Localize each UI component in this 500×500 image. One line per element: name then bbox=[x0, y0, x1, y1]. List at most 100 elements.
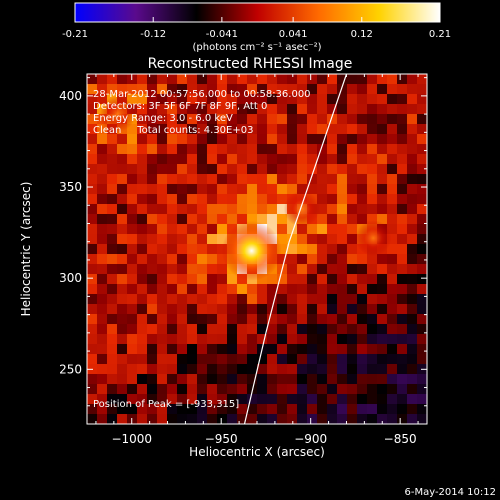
heatmap-cell bbox=[117, 354, 128, 365]
heatmap-cell bbox=[337, 324, 348, 335]
heatmap-cell bbox=[337, 354, 348, 365]
heatmap-cell bbox=[157, 84, 168, 95]
heatmap-cell bbox=[117, 164, 128, 175]
heatmap-cell bbox=[217, 344, 228, 355]
heatmap-cell bbox=[247, 294, 258, 305]
heatmap-cell bbox=[297, 224, 308, 235]
heatmap-cell bbox=[387, 264, 398, 275]
heatmap-cell bbox=[327, 214, 338, 225]
heatmap-cell bbox=[327, 264, 338, 275]
heatmap-cell bbox=[277, 114, 288, 125]
heatmap-cell bbox=[237, 394, 248, 405]
heatmap-cell bbox=[417, 284, 427, 295]
heatmap-cell bbox=[307, 134, 318, 145]
heatmap-cell bbox=[307, 294, 318, 305]
heatmap-cell bbox=[187, 214, 198, 225]
heatmap-cell bbox=[407, 414, 418, 424]
heatmap-cell bbox=[367, 324, 378, 335]
heatmap-cell bbox=[347, 134, 358, 145]
heatmap-cell bbox=[177, 224, 188, 235]
heatmap-cell bbox=[257, 74, 268, 85]
heatmap-cell bbox=[127, 364, 138, 375]
heatmap-cell bbox=[147, 84, 158, 95]
heatmap-cell bbox=[107, 264, 118, 275]
heatmap-cell bbox=[387, 394, 398, 405]
heatmap-cell bbox=[347, 94, 358, 105]
heatmap-cell bbox=[167, 224, 178, 235]
heatmap-cell bbox=[287, 284, 298, 295]
heatmap-cell bbox=[327, 344, 338, 355]
heatmap-cell bbox=[177, 334, 188, 345]
heatmap-cell bbox=[237, 144, 248, 155]
heatmap-cell bbox=[297, 134, 308, 145]
heatmap-cell bbox=[287, 354, 298, 365]
heatmap-cell bbox=[407, 244, 418, 255]
heatmap-cell bbox=[197, 134, 208, 145]
heatmap-cell bbox=[237, 134, 248, 145]
heatmap-cell bbox=[207, 354, 218, 365]
heatmap-cell bbox=[197, 74, 208, 85]
heatmap-cell bbox=[407, 84, 418, 95]
heatmap-cell bbox=[397, 264, 408, 275]
heatmap-cell bbox=[307, 154, 318, 165]
heatmap-cell bbox=[397, 334, 408, 345]
heatmap-cell bbox=[387, 244, 398, 255]
heatmap-cell bbox=[217, 214, 228, 225]
heatmap-cell bbox=[227, 294, 238, 305]
heatmap-cell bbox=[207, 304, 218, 315]
heatmap-cell bbox=[287, 134, 298, 145]
heatmap-cell bbox=[197, 304, 208, 315]
heatmap-cell bbox=[87, 404, 98, 415]
heatmap-cell bbox=[157, 174, 168, 185]
heatmap-cell bbox=[277, 144, 288, 155]
heatmap-cell bbox=[257, 324, 268, 335]
heatmap-cell bbox=[367, 194, 378, 205]
heatmap-cell bbox=[197, 264, 208, 275]
heatmap-cell bbox=[97, 324, 108, 335]
heatmap-cell bbox=[307, 414, 318, 424]
heatmap-cell bbox=[247, 354, 258, 365]
heatmap-cell bbox=[417, 74, 427, 85]
heatmap-cell bbox=[287, 114, 298, 125]
heatmap-cell bbox=[407, 324, 418, 335]
heatmap-cell bbox=[297, 394, 308, 405]
heatmap-cell bbox=[127, 154, 138, 165]
x-axis-label: Heliocentric X (arcsec) bbox=[189, 445, 325, 459]
heatmap-cell bbox=[327, 164, 338, 175]
heatmap-cell bbox=[107, 304, 118, 315]
heatmap-cell bbox=[347, 194, 358, 205]
heatmap-cell bbox=[407, 354, 418, 365]
x-tick-label: −850 bbox=[384, 432, 417, 446]
heatmap-cell bbox=[197, 294, 208, 305]
heatmap-cell bbox=[217, 334, 228, 345]
heatmap-cell bbox=[317, 264, 328, 275]
heatmap-cell bbox=[127, 384, 138, 395]
heatmap-cell bbox=[227, 284, 238, 295]
heatmap-cell bbox=[377, 154, 388, 165]
heatmap-cell bbox=[97, 214, 108, 225]
heatmap-cell bbox=[377, 274, 388, 285]
heatmap-cell bbox=[97, 154, 108, 165]
heatmap-cell bbox=[197, 214, 208, 225]
heatmap-cell bbox=[387, 194, 398, 205]
heatmap-cell bbox=[127, 324, 138, 335]
heatmap-cell bbox=[397, 94, 408, 105]
heatmap-cell bbox=[187, 344, 198, 355]
heatmap-cell bbox=[257, 104, 268, 115]
heatmap-cell bbox=[187, 174, 198, 185]
heatmap-cell bbox=[317, 74, 328, 85]
heatmap-cell bbox=[317, 124, 328, 135]
heatmap-cell bbox=[217, 174, 228, 185]
heatmap-cell bbox=[107, 84, 118, 95]
heatmap-cell bbox=[277, 214, 288, 225]
heatmap-cell bbox=[107, 134, 118, 145]
heatmap-cell bbox=[277, 314, 288, 325]
heatmap-cell bbox=[187, 184, 198, 195]
heatmap-cell bbox=[387, 234, 398, 245]
heatmap-cell bbox=[167, 134, 178, 145]
heatmap-cell bbox=[117, 244, 128, 255]
heatmap-cell bbox=[307, 334, 318, 345]
heatmap-cell bbox=[217, 74, 228, 85]
heatmap-cell bbox=[187, 374, 198, 385]
heatmap-cell bbox=[227, 134, 238, 145]
